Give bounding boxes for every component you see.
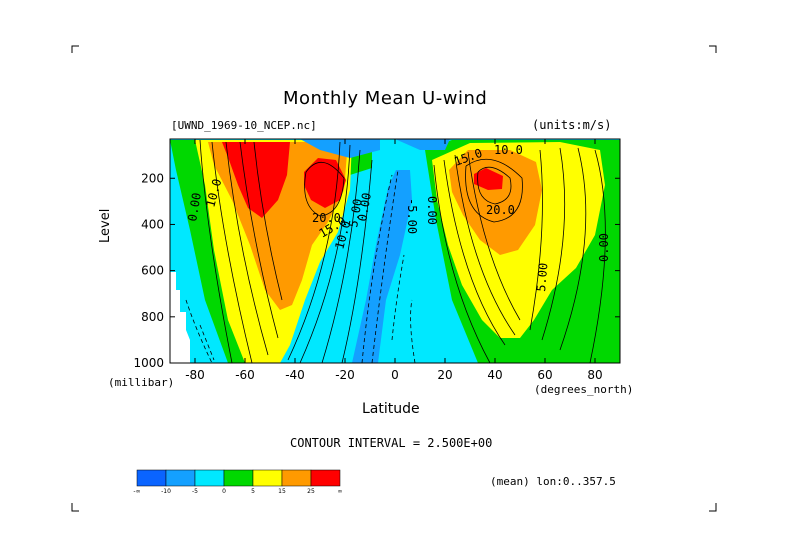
x-tick-label: 20 bbox=[437, 368, 452, 382]
contour-lines-negative bbox=[185, 169, 416, 363]
x-tick-label: -60 bbox=[235, 368, 255, 382]
colorbar-swatch bbox=[281, 469, 312, 487]
colorbar-swatch bbox=[252, 469, 283, 487]
contour-label: 5.00 bbox=[534, 262, 550, 292]
x-axis: -80 -60 -40 -20 0 20 40 60 80 bbox=[185, 139, 603, 382]
chart-title: Monthly Mean U-wind bbox=[283, 88, 488, 109]
contour-interval-note: CONTOUR INTERVAL = 2.500E+00 bbox=[290, 436, 493, 450]
contour-lines bbox=[199, 139, 606, 363]
x-axis-title: Latitude bbox=[362, 401, 420, 417]
contour-fill-15-25-north bbox=[449, 150, 542, 255]
contour-fill-gt25-south-polar bbox=[222, 142, 290, 218]
mean-longitude-note: (mean) lon:0..357.5 bbox=[490, 475, 616, 488]
y-tick-label: 800 bbox=[141, 310, 164, 324]
x-tick-label: 0 bbox=[391, 368, 399, 382]
x-tick-label: -80 bbox=[185, 368, 205, 382]
colorbar-label: ∞ bbox=[338, 488, 343, 495]
x-tick-label: -20 bbox=[335, 368, 355, 382]
y-tick-label: 600 bbox=[141, 264, 164, 278]
contour-label: 0.00 bbox=[597, 233, 611, 262]
colorbar-label: 25 bbox=[307, 488, 315, 495]
colorbar-label: 0 bbox=[222, 488, 226, 495]
y-axis: 200 400 600 800 1000 bbox=[133, 171, 620, 370]
x-tick-label: 40 bbox=[487, 368, 502, 382]
y-tick-label: 200 bbox=[141, 171, 164, 185]
x-axis-units: (degrees_north) bbox=[534, 383, 634, 396]
x-tick-label: -40 bbox=[285, 368, 305, 382]
x-tick-label: 80 bbox=[587, 368, 602, 382]
colorbar-label: -10 bbox=[161, 488, 171, 495]
contour-fill-neg-top-right bbox=[395, 139, 450, 150]
contour-label: 5.00 bbox=[346, 198, 365, 229]
colorbar-label: 15 bbox=[278, 488, 286, 495]
contour-label: 10.0 bbox=[494, 143, 523, 157]
colorbar-label: -5 bbox=[192, 488, 198, 495]
colorbar-swatch bbox=[136, 469, 167, 487]
contour-label: 0.00 bbox=[185, 192, 204, 223]
contour-label: -5.00 bbox=[405, 198, 419, 234]
contour-label: 0.00 bbox=[425, 196, 439, 225]
contour-label: 20.0 bbox=[312, 211, 341, 225]
colorbar-label: -∞ bbox=[133, 488, 140, 495]
terrain-mask bbox=[170, 272, 190, 363]
y-tick-label: 400 bbox=[141, 217, 164, 231]
colorbar-swatch bbox=[223, 469, 254, 487]
y-axis-units: (millibar) bbox=[108, 376, 175, 389]
contour-label: 0.00 bbox=[355, 192, 374, 223]
colorbar-swatch bbox=[310, 469, 341, 487]
colorbar: -∞ -10 -5 0 5 15 25 ∞ bbox=[133, 469, 343, 495]
y-axis-title: Level bbox=[98, 208, 113, 243]
contour-plot-area: 20.0 15.0 10.0 5.00 0.00 -5.00 0.00 20.0… bbox=[170, 139, 620, 363]
colorbar-swatch bbox=[165, 469, 196, 487]
y-tick-label: 1000 bbox=[133, 356, 164, 370]
crop-marks bbox=[71, 45, 717, 512]
units-label: (units:m/s) bbox=[532, 118, 612, 132]
colorbar-swatch bbox=[194, 469, 225, 487]
dataset-label: [UWND_1969-10_NCEP.nc] bbox=[171, 119, 317, 132]
contour-fill-gt25-north bbox=[474, 168, 503, 190]
contour-fill-neg-tropics bbox=[352, 170, 412, 363]
contour-label: 20.0 bbox=[486, 203, 515, 217]
colorbar-label: 5 bbox=[251, 488, 255, 495]
x-tick-label: 60 bbox=[537, 368, 552, 382]
